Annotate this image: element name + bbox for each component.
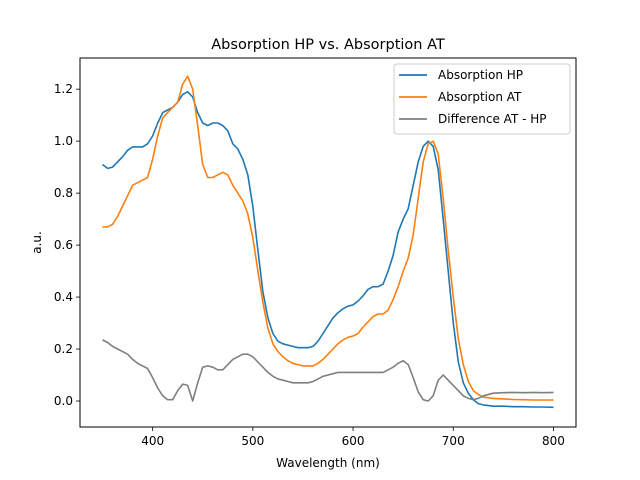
x-tick-label: 600 [342, 434, 365, 448]
y-tick-label: 0.8 [54, 186, 73, 200]
legend: Absorption HP Absorption AT Difference AT … [393, 63, 571, 135]
y-tick-label: 0.6 [54, 238, 73, 252]
y-tick-label: 1.0 [54, 134, 73, 148]
y-axis-label: a.u. [30, 231, 44, 254]
x-tick-label: 700 [442, 434, 465, 448]
legend-label: Absorption AT [438, 90, 522, 104]
legend-label: Absorption HP [438, 68, 523, 82]
legend-box [393, 63, 571, 135]
y-tick-label: 0.4 [54, 290, 73, 304]
x-tick-label: 800 [542, 434, 565, 448]
series-line-absorption-at [102, 75, 554, 401]
x-axis: 400 500 600 700 800 [141, 427, 565, 448]
y-axis: 0.0 0.2 0.4 0.6 0.8 1.0 1.2 [54, 82, 80, 408]
plot-area [102, 75, 554, 409]
x-axis-label: Wavelength (nm) [276, 456, 380, 470]
y-tick-label: 0.2 [54, 342, 73, 356]
y-tick-label: 0.0 [54, 394, 73, 408]
axes-frame [79, 57, 577, 428]
legend-label: Difference AT - HP [438, 112, 547, 126]
series-line-difference-at-hp [102, 339, 554, 402]
x-tick-label: 400 [141, 434, 164, 448]
chart-title: Absorption HP vs. Absorption AT [211, 37, 445, 53]
y-tick-label: 1.2 [54, 82, 73, 96]
x-tick-label: 500 [241, 434, 264, 448]
